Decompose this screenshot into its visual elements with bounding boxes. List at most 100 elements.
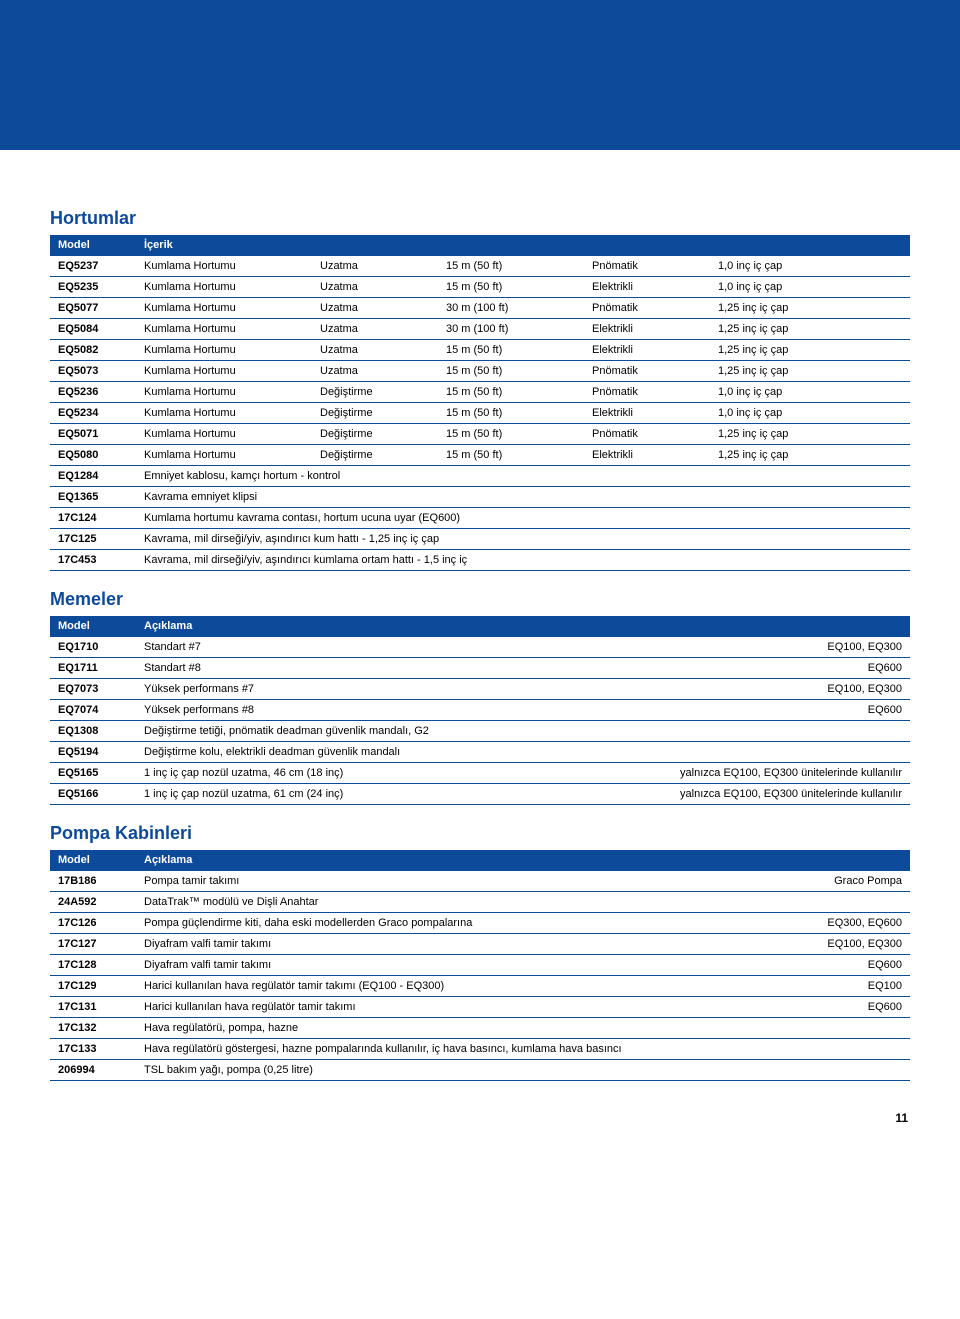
cell-model: EQ5084 xyxy=(50,319,136,340)
table-row: EQ1308Değiştirme tetiği, pnömatik deadma… xyxy=(50,721,910,742)
cell-len: 30 m (100 ft) xyxy=(438,319,584,340)
cell-type: Elektrikli xyxy=(584,340,710,361)
cell-desc: Diyafram valfi tamir takımı xyxy=(136,955,634,976)
cell-desc: 1 inç iç çap nozül uzatma, 61 cm (24 inç… xyxy=(136,784,634,805)
table-row: 206994TSL bakım yağı, pompa (0,25 litre) xyxy=(50,1060,910,1081)
cell-note: yalnızca EQ100, EQ300 ünitelerinde kulla… xyxy=(634,763,910,784)
cell-model: EQ5077 xyxy=(50,298,136,319)
cell-len: 15 m (50 ft) xyxy=(438,361,584,382)
cell-model: 17C132 xyxy=(50,1018,136,1039)
cell-desc: Kumlama Hortumu xyxy=(136,340,312,361)
table-row: 17C128Diyafram valfi tamir takımıEQ600 xyxy=(50,955,910,976)
table-row: EQ7074Yüksek performans #8EQ600 xyxy=(50,700,910,721)
cell-dia: 1,0 inç iç çap xyxy=(710,256,910,277)
cell-desc: Hava regülatörü göstergesi, hazne pompal… xyxy=(136,1039,634,1060)
cell-model: EQ1284 xyxy=(50,466,136,487)
cell-len: 15 m (50 ft) xyxy=(438,277,584,298)
cell-note: Graco Pompa xyxy=(634,871,910,892)
cell-type: Pnömatik xyxy=(584,298,710,319)
cell-model: EQ1710 xyxy=(50,637,136,658)
cell-model: 17C133 xyxy=(50,1039,136,1060)
cell-desc: Emniyet kablosu, kamçı hortum - kontrol xyxy=(136,466,910,487)
cell-type: Elektrikli xyxy=(584,445,710,466)
cell-note xyxy=(634,742,910,763)
cell-dia: 1,25 inç iç çap xyxy=(710,298,910,319)
cell-model: EQ7073 xyxy=(50,679,136,700)
cell-dia: 1,25 inç iç çap xyxy=(710,424,910,445)
cell-len: 15 m (50 ft) xyxy=(438,256,584,277)
cell-note xyxy=(634,1018,910,1039)
cell-desc: Kumlama Hortumu xyxy=(136,382,312,403)
table-row: 17C133Hava regülatörü göstergesi, hazne … xyxy=(50,1039,910,1060)
cell-desc: Kumlama Hortumu xyxy=(136,361,312,382)
cell-desc: Değiştirme kolu, elektrikli deadman güve… xyxy=(136,742,634,763)
memeler-header-aciklama: Açıklama xyxy=(136,616,910,637)
cell-model: EQ5236 xyxy=(50,382,136,403)
cell-note: EQ100, EQ300 xyxy=(634,637,910,658)
pompa-header-aciklama: Açıklama xyxy=(136,850,910,871)
cell-note: EQ300, EQ600 xyxy=(634,913,910,934)
table-row: EQ7073Yüksek performans #7EQ100, EQ300 xyxy=(50,679,910,700)
cell-desc: Standart #7 xyxy=(136,637,634,658)
cell-desc: Yüksek performans #8 xyxy=(136,700,634,721)
cell-note: EQ600 xyxy=(634,658,910,679)
cell-model: 17C124 xyxy=(50,508,136,529)
table-row: EQ5194Değiştirme kolu, elektrikli deadma… xyxy=(50,742,910,763)
table-row: EQ1711Standart #8EQ600 xyxy=(50,658,910,679)
cell-desc: Kumlama Hortumu xyxy=(136,298,312,319)
cell-op: Uzatma xyxy=(312,298,438,319)
cell-desc: Kumlama hortumu kavrama contası, hortum … xyxy=(136,508,910,529)
cell-model: EQ5237 xyxy=(50,256,136,277)
cell-dia: 1,25 inç iç çap xyxy=(710,340,910,361)
cell-op: Uzatma xyxy=(312,361,438,382)
cell-note xyxy=(634,1039,910,1060)
cell-desc: Kumlama Hortumu xyxy=(136,319,312,340)
table-row: EQ5084Kumlama HortumuUzatma30 m (100 ft)… xyxy=(50,319,910,340)
pompa-header-model: Model xyxy=(50,850,136,871)
cell-op: Uzatma xyxy=(312,256,438,277)
memeler-title: Memeler xyxy=(50,589,910,610)
cell-model: EQ1308 xyxy=(50,721,136,742)
cell-desc: TSL bakım yağı, pompa (0,25 litre) xyxy=(136,1060,634,1081)
cell-type: Pnömatik xyxy=(584,382,710,403)
cell-dia: 1,25 inç iç çap xyxy=(710,319,910,340)
cell-desc: 1 inç iç çap nozül uzatma, 46 cm (18 inç… xyxy=(136,763,634,784)
cell-desc: Değiştirme tetiği, pnömatik deadman güve… xyxy=(136,721,634,742)
cell-note: EQ100, EQ300 xyxy=(634,934,910,955)
cell-model: EQ5082 xyxy=(50,340,136,361)
cell-desc: Kavrama, mil dirseği/yiv, aşındırıcı kum… xyxy=(136,529,910,550)
cell-model: 17C129 xyxy=(50,976,136,997)
table-row: EQ51661 inç iç çap nozül uzatma, 61 cm (… xyxy=(50,784,910,805)
cell-note xyxy=(634,892,910,913)
pompa-table: Model Açıklama 17B186Pompa tamir takımıG… xyxy=(50,850,910,1081)
cell-note: EQ600 xyxy=(634,700,910,721)
cell-op: Uzatma xyxy=(312,340,438,361)
page-content: Hortumlar Model İçerik EQ5237Kumlama Hor… xyxy=(0,150,960,1155)
cell-note xyxy=(634,1060,910,1081)
cell-model: 17C126 xyxy=(50,913,136,934)
cell-dia: 1,0 inç iç çap xyxy=(710,382,910,403)
table-row: 17C131Harici kullanılan hava regülatör t… xyxy=(50,997,910,1018)
cell-op: Uzatma xyxy=(312,277,438,298)
table-row: 17C126Pompa güçlendirme kiti, daha eski … xyxy=(50,913,910,934)
page-number: 11 xyxy=(50,1111,910,1125)
cell-desc: Kumlama Hortumu xyxy=(136,403,312,424)
cell-model: 206994 xyxy=(50,1060,136,1081)
table-row: EQ1284Emniyet kablosu, kamçı hortum - ko… xyxy=(50,466,910,487)
table-row: 17B186Pompa tamir takımıGraco Pompa xyxy=(50,871,910,892)
cell-desc: Kumlama Hortumu xyxy=(136,424,312,445)
cell-desc: Kumlama Hortumu xyxy=(136,256,312,277)
cell-model: 17C453 xyxy=(50,550,136,571)
cell-desc: Diyafram valfi tamir takımı xyxy=(136,934,634,955)
cell-desc: Kumlama Hortumu xyxy=(136,277,312,298)
cell-note xyxy=(634,721,910,742)
cell-desc: Standart #8 xyxy=(136,658,634,679)
table-row: 17C127Diyafram valfi tamir takımıEQ100, … xyxy=(50,934,910,955)
cell-len: 15 m (50 ft) xyxy=(438,403,584,424)
cell-dia: 1,0 inç iç çap xyxy=(710,403,910,424)
cell-model: EQ1711 xyxy=(50,658,136,679)
cell-dia: 1,25 inç iç çap xyxy=(710,361,910,382)
cell-op: Değiştirme xyxy=(312,424,438,445)
hortumlar-table: Model İçerik EQ5237Kumlama HortumuUzatma… xyxy=(50,235,910,571)
cell-note: yalnızca EQ100, EQ300 ünitelerinde kulla… xyxy=(634,784,910,805)
